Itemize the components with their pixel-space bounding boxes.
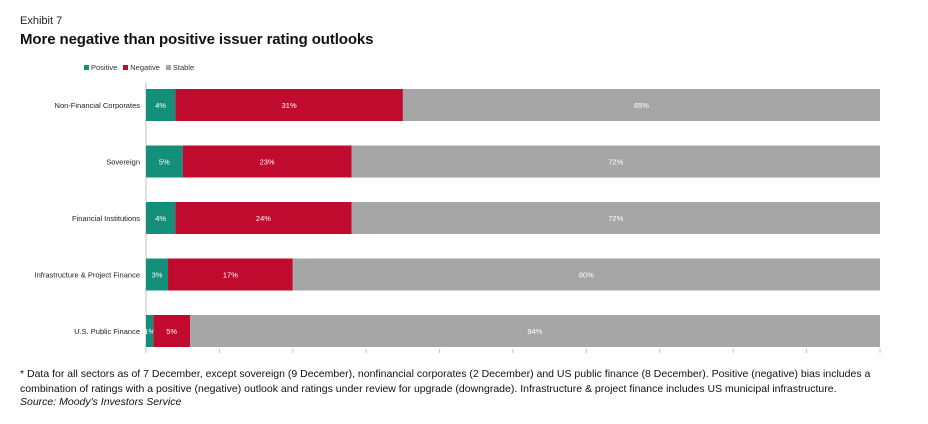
bar-positive-infrastructure-project-finance	[146, 258, 169, 291]
bar-stable-infrastructure-project-finance	[292, 258, 880, 291]
bar-stable-non-financial-corporates	[402, 89, 880, 121]
bar-stable-sovereign	[351, 145, 880, 178]
exhibit-label: Exhibit 7	[20, 15, 63, 27]
legend-swatch-positive	[84, 65, 89, 70]
data-label-negative-non-financial-corporates: 31%	[282, 101, 297, 110]
legend-label-negative: Negative	[130, 63, 160, 72]
chart-title: More negative than positive issuer ratin…	[20, 31, 374, 48]
category-label-infrastructure-project-finance: Infrastructure & Project Finance	[35, 271, 140, 280]
bar-negative-sovereign	[182, 145, 352, 178]
data-label-negative-financial-institutions: 24%	[256, 214, 271, 223]
legend-item-negative: Negative	[123, 63, 160, 72]
bar-stable-u-s-public-finance	[190, 315, 881, 347]
bar-positive-sovereign	[146, 145, 183, 178]
bar-negative-u-s-public-finance	[153, 315, 191, 347]
chart-legend: Positive Negative Stable	[84, 63, 194, 72]
data-label-positive-sovereign: 5%	[159, 158, 170, 167]
legend-label-positive: Positive	[91, 63, 118, 72]
data-label-positive-u-s-public-finance: 1%	[144, 327, 155, 336]
legend-label-stable: Stable	[172, 63, 195, 72]
data-label-stable-infrastructure-project-finance: 80%	[579, 271, 594, 280]
legend-swatch-negative	[123, 65, 129, 70]
data-label-stable-sovereign: 72%	[608, 158, 623, 167]
bar-stable-financial-institutions	[351, 202, 880, 234]
stacked-bar-chart: Non-Financial Corporates 4% 31% 65% Sovereig…	[35, 82, 881, 353]
bar-positive-financial-institutions	[146, 202, 176, 234]
footnote: * Data for all sectors as of 7 December,…	[20, 368, 871, 395]
category-label-non-financial-corporates: Non-Financial Corporates	[55, 101, 141, 110]
category-label-sovereign: Sovereign	[106, 158, 140, 167]
data-label-negative-infrastructure-project-finance: 17%	[223, 271, 238, 280]
bar-positive-u-s-public-finance	[146, 315, 154, 347]
data-label-stable-financial-institutions: 72%	[608, 214, 623, 223]
bar-positive-non-financial-corporates	[146, 89, 176, 121]
data-label-stable-u-s-public-finance: 94%	[528, 327, 543, 336]
bar-negative-non-financial-corporates	[175, 89, 403, 121]
data-label-negative-sovereign: 23%	[260, 158, 275, 167]
legend-item-stable: Stable	[165, 63, 195, 72]
data-label-positive-non-financial-corporates: 4%	[155, 101, 166, 110]
legend-item-positive: Positive	[84, 63, 117, 72]
data-label-positive-financial-institutions: 4%	[155, 214, 166, 223]
category-label-financial-institutions: Financial Institutions	[72, 214, 140, 223]
data-label-stable-non-financial-corporates: 65%	[634, 101, 649, 110]
data-label-negative-u-s-public-finance: 5%	[166, 327, 177, 336]
bar-negative-financial-institutions	[175, 202, 352, 234]
category-label-u-s-public-finance: U.S. Public Finance	[74, 327, 140, 336]
source-note: Source: Moody's Investors Service	[20, 396, 182, 408]
bar-negative-infrastructure-project-finance	[168, 258, 293, 291]
data-label-positive-infrastructure-project-finance: 3%	[152, 271, 163, 280]
legend-swatch-stable	[165, 65, 171, 70]
